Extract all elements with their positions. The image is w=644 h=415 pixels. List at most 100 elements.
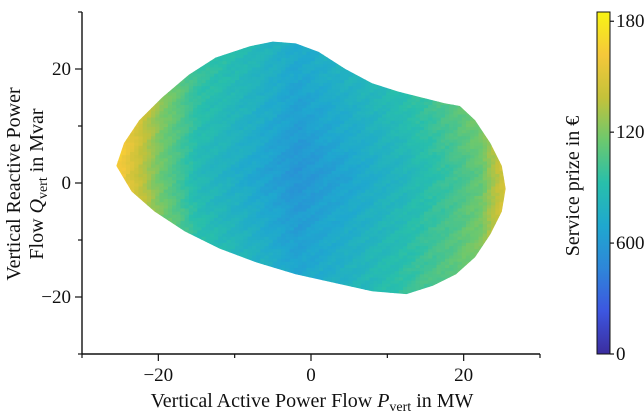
heatmap-cell [327, 277, 333, 281]
heatmap-cell [159, 170, 165, 174]
heatmap-cell [188, 85, 194, 90]
heatmap-cell [117, 239, 123, 243]
heatmap-cell [302, 302, 307, 306]
heatmap-cell [146, 98, 152, 102]
heatmap-cell [180, 183, 186, 187]
heatmap-cell [188, 98, 194, 102]
heatmap-cell [289, 245, 295, 250]
heatmap-cell [218, 126, 223, 131]
heatmap-cell [201, 170, 207, 174]
heatmap-cell [298, 151, 303, 156]
heatmap-cell [272, 142, 278, 146]
heatmap-cell [146, 170, 152, 174]
heatmap-cell [306, 85, 312, 90]
heatmap-cell [310, 67, 316, 71]
heatmap-cell [315, 305, 320, 309]
heatmap-cell [239, 189, 244, 193]
heatmap-cell [116, 67, 118, 71]
heatmap-cell [298, 236, 303, 240]
heatmap-cell [323, 79, 328, 84]
heatmap-cell [116, 248, 118, 253]
heatmap-cell [134, 273, 139, 278]
heatmap-cell [184, 117, 190, 121]
heatmap-cell [327, 201, 333, 206]
heatmap-cell [121, 270, 127, 275]
heatmap-cell [214, 51, 219, 55]
heatmap-cell [130, 214, 135, 218]
heatmap-cell [193, 245, 198, 250]
heatmap-cell [155, 76, 160, 80]
heatmap-cell [134, 189, 139, 193]
heatmap-cell [209, 264, 215, 269]
heatmap-cell [306, 183, 312, 187]
heatmap-cell [277, 186, 282, 190]
heatmap-cell [268, 204, 274, 209]
heatmap-cell [193, 132, 198, 137]
heatmap-cell [289, 126, 295, 131]
heatmap-cell [247, 76, 253, 80]
heatmap-cell [230, 167, 236, 171]
heatmap-cell [331, 161, 337, 165]
heatmap-cell [143, 302, 148, 306]
heatmap-cell [172, 198, 177, 203]
heatmap-cell [116, 60, 118, 65]
heatmap-cell [121, 192, 127, 196]
heatmap-cell [335, 255, 341, 259]
heatmap-cell [230, 176, 236, 181]
heatmap-cell [331, 101, 337, 106]
heatmap-cell [209, 186, 215, 190]
heatmap-cell [155, 54, 160, 58]
heatmap-cell [117, 217, 123, 222]
heatmap-cell [117, 255, 123, 259]
heatmap-cell [243, 139, 249, 143]
heatmap-cell [197, 214, 202, 218]
heatmap-cell [155, 29, 160, 33]
heatmap-cell [117, 92, 123, 96]
heatmap-cell [251, 110, 257, 115]
heatmap-cell [302, 45, 307, 49]
heatmap-cell [134, 57, 139, 62]
heatmap-cell [118, 299, 123, 303]
heatmap-cell [319, 198, 324, 203]
heatmap-cell [323, 230, 328, 234]
heatmap-cell [264, 230, 270, 234]
heatmap-cell [159, 183, 165, 187]
heatmap-cell [209, 267, 215, 272]
heatmap-cell [151, 211, 156, 215]
heatmap-cell [105, 211, 110, 215]
heatmap-cell [117, 107, 123, 112]
heatmap-cell [163, 264, 169, 269]
heatmap-cell [310, 270, 316, 275]
heatmap-cell [201, 79, 207, 84]
heatmap-cell [319, 157, 324, 162]
heatmap-cell [302, 157, 307, 162]
heatmap-cell [184, 41, 190, 46]
heatmap-cell [239, 33, 244, 37]
heatmap-cell [222, 236, 228, 240]
heatmap-cell [163, 286, 169, 290]
heatmap-cell [116, 70, 118, 74]
heatmap-cell [331, 164, 337, 168]
heatmap-cell [167, 161, 173, 165]
heatmap-cell [264, 302, 269, 306]
heatmap-cell [155, 120, 160, 124]
heatmap-cell [293, 217, 299, 222]
heatmap-cell [163, 110, 169, 115]
heatmap-cell [159, 151, 165, 156]
heatmap-cell [193, 299, 198, 303]
heatmap-cell [130, 45, 135, 49]
heatmap-cell [260, 170, 265, 174]
heatmap-cell [327, 204, 333, 209]
heatmap-cell [146, 132, 152, 137]
heatmap-cell [247, 270, 253, 275]
heatmap-cell [302, 230, 307, 234]
heatmap-cell [222, 251, 228, 256]
heatmap-cell [138, 132, 144, 137]
heatmap-cell [247, 186, 253, 190]
heatmap-cell [180, 201, 186, 206]
heatmap-cell [235, 245, 240, 250]
heatmap-cell [306, 33, 311, 37]
heatmap-cell [272, 217, 278, 222]
heatmap-cell [205, 129, 211, 134]
heatmap-cell [117, 88, 123, 93]
